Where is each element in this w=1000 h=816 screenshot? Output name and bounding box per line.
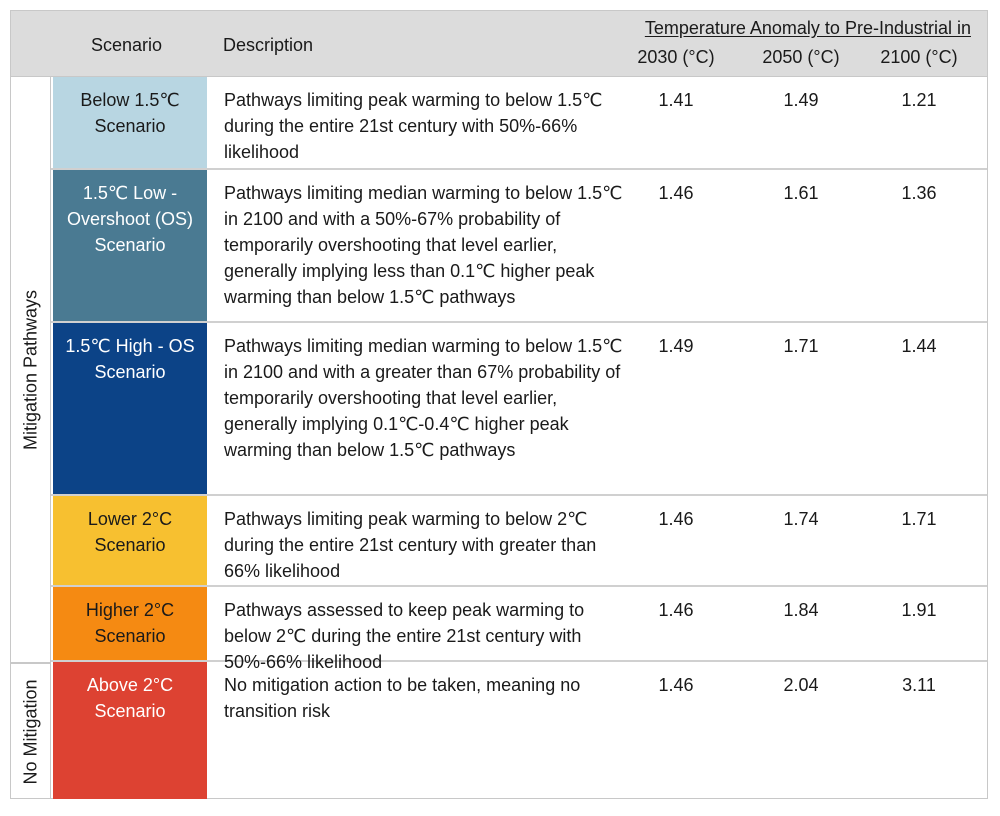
header-year-2100: 2100 (°C) [880, 47, 958, 67]
scenario-swatch: Below 1.5℃ Scenario [53, 77, 207, 168]
scenario-name-line: Scenario [94, 235, 166, 255]
value-2050: 1.74 [783, 509, 819, 529]
table-row: Lower 2°C Scenario Pathways limiting peak … [51, 496, 987, 587]
value-2050: 1.84 [783, 600, 819, 620]
scenario-name-line: Scenario [94, 535, 166, 555]
scenario-swatch: Above 2°C Scenario [53, 662, 207, 799]
value-2030: 1.46 [658, 509, 694, 529]
value-2050: 1.71 [783, 336, 819, 356]
scenario-description: Pathways limiting peak warming to below … [224, 90, 603, 162]
group-no-mitigation: No Mitigation [11, 662, 51, 799]
header-description: Description [223, 35, 314, 55]
table-row: 1.5℃ Low - Overshoot (OS) Scenario Pathways… [51, 170, 987, 323]
scenario-name-line: Scenario [94, 626, 166, 646]
value-2100: 1.44 [901, 336, 937, 356]
scenario-name: Lower 2°C Scenario [53, 506, 207, 558]
table-row: Below 1.5℃ Scenario Pathways limiting peak… [51, 77, 987, 170]
scenario-name-line: Scenario [94, 362, 166, 382]
value-2050: 1.61 [783, 183, 819, 203]
header-year-2030: 2030 (°C) [637, 47, 715, 67]
scenario-name-line: Lower 2°C [87, 509, 173, 529]
scenario-description: Pathways limiting median warming to belo… [224, 336, 623, 460]
table-header: Scenario Description Temperature Anomaly… [11, 11, 987, 77]
scenario-name: Higher 2°C Scenario [53, 597, 207, 649]
table-row: Higher 2°C Scenario Pathways assessed to k… [51, 587, 987, 672]
scenario-name-line: Overshoot (OS) [66, 209, 194, 229]
header-year-2050: 2050 (°C) [762, 47, 840, 67]
scenario-name: 1.5℃ High - OS Scenario [53, 333, 207, 385]
value-2030: 1.49 [658, 336, 694, 356]
value-2100: 1.91 [901, 600, 937, 620]
group-no-mitigation-label: No Mitigation [20, 678, 40, 785]
scenario-description: Pathways limiting median warming to belo… [224, 183, 623, 307]
scenario-swatch: 1.5℃ High - OS Scenario [53, 323, 207, 494]
scenario-name-line: Scenario [94, 701, 166, 721]
scenario-swatch: Lower 2°C Scenario [53, 496, 207, 585]
scenario-name: Above 2°C Scenario [53, 672, 207, 724]
scenario-name-line: Scenario [94, 116, 166, 136]
value-2030: 1.41 [658, 90, 694, 110]
scenario-description: Pathways limiting peak warming to below … [224, 509, 597, 581]
value-2030: 1.46 [658, 600, 694, 620]
group-mitigation-label: Mitigation Pathways [20, 289, 40, 450]
table-row: 1.5℃ High - OS Scenario Pathways limiting … [51, 323, 987, 496]
scenario-name-line: Higher 2°C [85, 600, 175, 620]
scenario-swatch: Higher 2°C Scenario [53, 587, 207, 660]
header-temperature-anomaly: Temperature Anomaly to Pre-Industrial in [644, 18, 971, 38]
scenario-name: Below 1.5℃ Scenario [53, 87, 207, 139]
scenario-name-line: 1.5℃ Low - [82, 183, 178, 203]
value-2030: 1.46 [658, 183, 694, 203]
scenario-name: 1.5℃ Low - Overshoot (OS) Scenario [53, 180, 207, 258]
value-2100: 3.11 [902, 675, 936, 695]
scenario-name-line: Below 1.5℃ [80, 90, 180, 110]
value-2100: 1.36 [901, 183, 937, 203]
value-2050: 1.49 [783, 90, 819, 110]
header-scenario: Scenario [91, 35, 163, 55]
table-row: Above 2°C Scenario No mitigation action to… [51, 662, 987, 799]
scenario-name-line: 1.5℃ High - OS [65, 336, 195, 356]
scenario-swatch: 1.5℃ Low - Overshoot (OS) Scenario [53, 170, 207, 321]
group-mitigation-pathways: Mitigation Pathways [11, 77, 51, 662]
value-2030: 1.46 [658, 675, 694, 695]
scenario-description: Pathways assessed to keep peak warming t… [224, 600, 585, 672]
value-2100: 1.71 [901, 509, 937, 529]
scenario-table: Scenario Description Temperature Anomaly… [10, 10, 988, 799]
scenario-description: No mitigation action to be taken, meanin… [224, 675, 581, 721]
value-2050: 2.04 [783, 675, 819, 695]
scenario-name-line: Above 2°C [86, 675, 174, 695]
value-2100: 1.21 [901, 90, 937, 110]
